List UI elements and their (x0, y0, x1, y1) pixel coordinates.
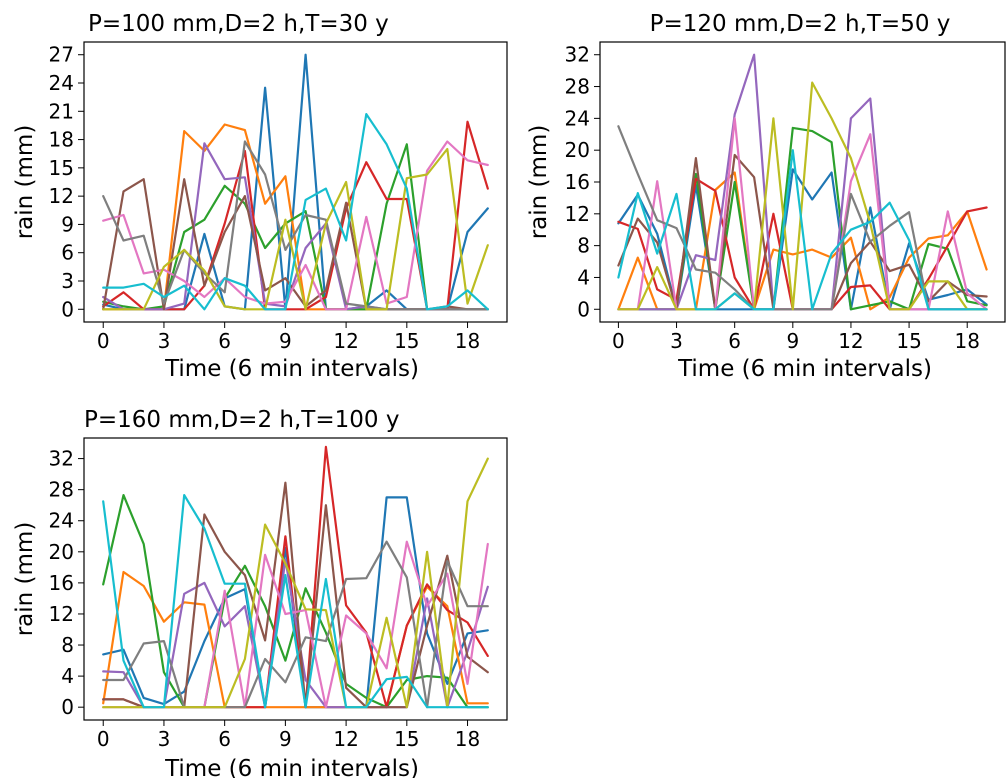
y-tick-label: 0 (61, 297, 74, 321)
y-tick-label: 12 (565, 202, 590, 226)
series-line-9 (617, 81, 988, 311)
x-tick-label: 6 (218, 727, 231, 751)
y-tick-label: 28 (565, 75, 590, 99)
series-line-6 (102, 481, 489, 709)
series-line-5 (617, 53, 988, 311)
y-tick-label: 12 (49, 602, 74, 626)
y-tick-label: 16 (565, 170, 590, 194)
y-tick-label: 4 (61, 664, 74, 688)
y-tick-label: 24 (49, 71, 74, 95)
chart-title: P=100 mm,D=2 h,T=30 y (88, 11, 389, 37)
x-tick-label: 9 (279, 329, 292, 353)
x-tick-label: 3 (670, 329, 683, 353)
x-tick-label: 9 (786, 329, 799, 353)
series-line-9 (102, 147, 489, 311)
plot-frame (83, 437, 508, 721)
plot-frame (599, 41, 1006, 323)
series-line-7 (102, 140, 489, 311)
x-tick-label: 18 (455, 727, 480, 751)
series-line-10 (102, 112, 489, 311)
y-axis-label: rain (mm) (526, 125, 552, 240)
y-tick-label: 16 (49, 571, 74, 595)
x-tick-label: 6 (218, 329, 231, 353)
x-tick-label: 3 (158, 329, 171, 353)
y-tick-label: 18 (49, 128, 74, 152)
y-tick-label: 6 (61, 241, 74, 265)
y-tick-label: 27 (49, 43, 74, 67)
chart-title: P=120 mm,D=2 h,T=50 y (650, 11, 951, 37)
x-tick-label: 18 (455, 329, 480, 353)
x-tick-label: 0 (97, 727, 110, 751)
chart-panel-2: 0 3 6 9 12 15 18 0 4 8 12 16 20 24 28 32 P=120 mm,D=2 h,… (526, 11, 1006, 382)
y-tick-label: 0 (61, 695, 74, 719)
y-axis-label: rain (mm) (12, 125, 38, 240)
series-line-5 (102, 558, 489, 709)
y-tick-label: 20 (49, 540, 74, 564)
y-tick-label: 8 (577, 234, 590, 258)
y-tick-label: 32 (49, 447, 74, 471)
y-tick-label: 28 (49, 478, 74, 502)
y-tick-label: 21 (49, 99, 74, 123)
y-tick-label: 15 (49, 156, 74, 180)
y-tick-label: 4 (577, 265, 590, 289)
series-group (102, 445, 489, 709)
series-line-8 (617, 125, 988, 311)
y-tick-label: 20 (565, 138, 590, 162)
x-tick-label: 12 (333, 329, 358, 353)
x-tick-label: 12 (333, 727, 358, 751)
series-line-10 (102, 494, 489, 709)
y-tick-label: 32 (565, 43, 590, 67)
series-group (102, 53, 489, 311)
chart-title: P=160 mm,D=2 h,T=100 y (84, 407, 399, 433)
x-tick-label: 18 (954, 329, 979, 353)
y-tick-label: 9 (61, 212, 74, 236)
x-tick-label: 15 (896, 329, 921, 353)
y-tick-label: 3 (61, 269, 74, 293)
x-tick-label: 9 (279, 727, 292, 751)
x-tick-label: 3 (158, 727, 171, 751)
y-tick-label: 8 (61, 633, 74, 657)
x-axis-label: Time (6 min intervals) (164, 356, 419, 382)
x-tick-label: 0 (612, 329, 625, 353)
x-tick-label: 6 (728, 329, 741, 353)
plot-frame (83, 41, 508, 323)
x-axis-label: Time (6 min intervals) (164, 756, 419, 778)
series-line-9 (102, 457, 489, 709)
x-axis-label: Time (6 min intervals) (677, 356, 932, 382)
series-group (617, 53, 988, 311)
y-tick-label: 0 (577, 297, 590, 321)
x-tick-label: 15 (394, 727, 419, 751)
chart-panel-1: 0 3 6 9 12 15 18 0 3 6 9 12 15 18 21 24 27 P=100 mm,D=2 h… (12, 11, 508, 382)
chart-panel-3: 0 3 6 9 12 15 18 0 4 8 12 16 20 24 28 32 P=160 mm,D=2 h,… (12, 407, 508, 778)
x-tick-label: 12 (838, 329, 863, 353)
y-tick-label: 12 (49, 184, 74, 208)
y-tick-label: 24 (565, 106, 590, 130)
series-line-8 (102, 540, 489, 709)
x-tick-label: 15 (394, 329, 419, 353)
y-axis-label: rain (mm) (12, 522, 38, 637)
x-tick-label: 0 (97, 329, 110, 353)
y-tick-label: 24 (49, 509, 74, 533)
series-line-10 (617, 149, 988, 311)
